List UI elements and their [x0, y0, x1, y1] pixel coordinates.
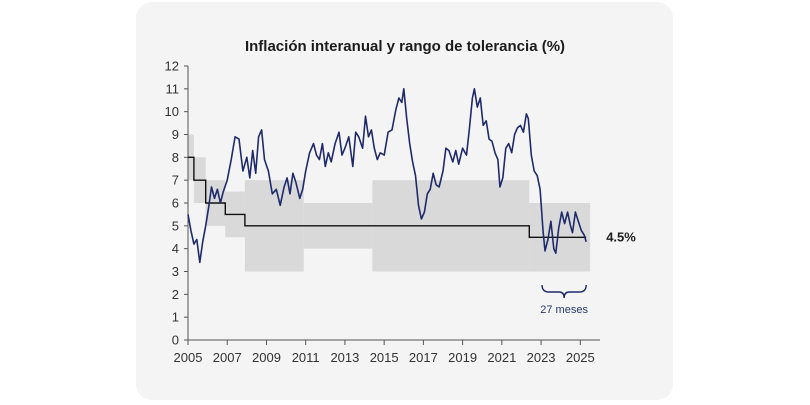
x-tick-label: 2005 — [174, 350, 203, 365]
y-tick-label: 0 — [172, 333, 179, 348]
period-label: 27 meses — [540, 304, 588, 316]
tolerance-band-layer — [188, 134, 591, 272]
inflation-line — [187, 88, 587, 264]
x-tick-label: 2015 — [370, 350, 399, 365]
y-tick-label: 2 — [172, 287, 179, 302]
x-tick-label: 2021 — [487, 350, 516, 365]
series-layer — [187, 88, 587, 264]
y-tick-label: 10 — [165, 104, 179, 119]
x-tick-label: 2013 — [330, 350, 359, 365]
x-tick-label: 2009 — [252, 350, 281, 365]
y-tick-label: 12 — [165, 59, 179, 74]
target-line — [188, 156, 587, 238]
period-brace — [541, 284, 587, 299]
y-tick-label: 1 — [172, 310, 179, 325]
y-tick-label: 3 — [172, 264, 179, 279]
x-tick-label: 2023 — [527, 350, 556, 365]
chart-title: Inflación interanual y rango de toleranc… — [244, 38, 566, 55]
x-tick-label: 2025 — [566, 350, 595, 365]
y-tick-label: 5 — [172, 218, 179, 233]
x-tick-label: 2007 — [213, 350, 242, 365]
y-tick-label: 6 — [172, 196, 179, 211]
x-tick-label: 2017 — [409, 350, 438, 365]
y-tick-label: 8 — [172, 150, 179, 165]
annotation-layer: 4.5% 27 meses — [540, 229, 636, 316]
end-value-label: 4.5% — [606, 229, 636, 244]
y-tick-label: 9 — [172, 127, 179, 142]
x-tick-label: 2011 — [292, 350, 320, 365]
y-tick-label: 4 — [172, 241, 179, 256]
y-tick-label: 7 — [172, 173, 179, 188]
x-tick-label: 2019 — [448, 350, 477, 365]
y-tick-label: 11 — [166, 81, 180, 96]
